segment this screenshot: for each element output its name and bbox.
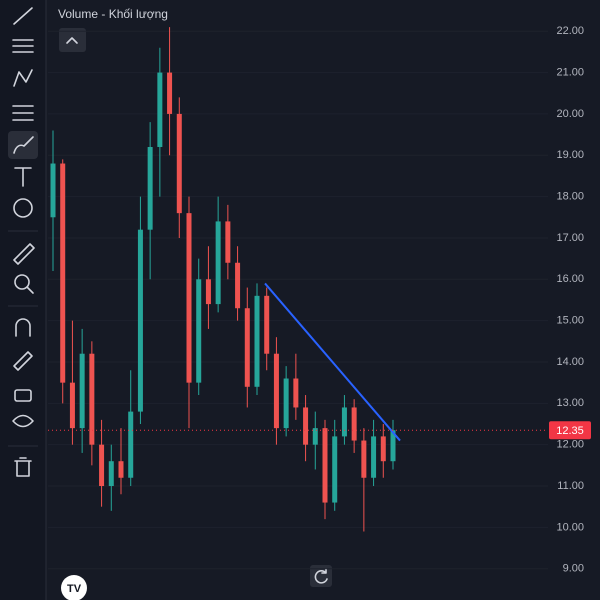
candle-body: [254, 295, 260, 387]
y-tick-label: 16.00: [556, 273, 584, 285]
y-tick-label: 20.00: [556, 108, 584, 120]
candle-body: [312, 428, 318, 445]
candle-body: [322, 428, 328, 503]
last-price-box: [549, 421, 591, 440]
candle-body: [283, 378, 289, 429]
candle-body: [137, 229, 143, 412]
logo[interactable]: [61, 575, 87, 600]
y-tick-label: 14.00: [556, 356, 584, 368]
candle-body: [157, 72, 163, 147]
y-tick-label: 17.00: [556, 232, 584, 244]
candle-body: [118, 461, 124, 478]
candle-body: [351, 407, 357, 441]
candle-body: [50, 163, 56, 218]
candle-body: [361, 440, 367, 478]
last-price-label: 12.35: [556, 425, 584, 437]
candle-body: [293, 378, 299, 408]
delete-tool[interactable]: [14, 457, 32, 477]
y-tick-label: 13.00: [556, 397, 584, 409]
trendline: [264, 282, 401, 442]
hide-tool[interactable]: [12, 414, 34, 428]
zoom-handle: [26, 286, 34, 294]
y-tick-label: 18.00: [556, 191, 584, 203]
candle-body: [215, 221, 221, 305]
trendline-tool[interactable]: [13, 7, 33, 25]
toolbar: [0, 0, 46, 600]
y-tick-label: 21.00: [556, 66, 584, 78]
candle-body: [176, 113, 182, 214]
magnet-tool[interactable]: [15, 318, 31, 337]
candle-body: [390, 430, 396, 462]
reset-icon: [314, 568, 328, 584]
candle-body: [371, 436, 377, 478]
y-tick-label: 9.00: [563, 563, 584, 575]
candle-body: [79, 353, 85, 429]
candle-body: [205, 279, 211, 305]
brush-tool[interactable]: [13, 136, 34, 154]
candle-body: [99, 444, 105, 487]
candle-body: [89, 353, 95, 445]
ruler-tool[interactable]: [13, 243, 35, 265]
candle-body: [273, 353, 279, 429]
lock-tool[interactable]: [14, 389, 32, 402]
text-tool[interactable]: [14, 167, 32, 187]
lock-draw-tool[interactable]: [13, 351, 33, 371]
candle-body: [147, 146, 153, 230]
candle-body: [332, 436, 338, 503]
candle-body: [264, 295, 270, 354]
pattern-tool[interactable]: [13, 69, 33, 87]
y-tick-label: 12.00: [556, 439, 584, 451]
collapse-button[interactable]: [59, 28, 86, 52]
candle-body: [186, 213, 192, 383]
emoji-tool[interactable]: [13, 198, 33, 218]
candle-body: [380, 436, 386, 462]
candle-body: [235, 262, 241, 309]
legend-volume: Volume - Khối lượng: [58, 7, 168, 21]
candle-body: [244, 308, 250, 387]
collapse-icon: [66, 37, 78, 44]
y-tick-label: 19.00: [556, 149, 584, 161]
zoom-tool[interactable]: [14, 274, 30, 290]
prediction-tool[interactable]: [12, 105, 34, 121]
candle-body: [69, 382, 75, 429]
candle-body: [60, 163, 66, 383]
candle-body: [303, 407, 309, 445]
y-tick-label: 22.00: [556, 25, 584, 37]
toolbar-separators: [8, 230, 38, 447]
candle-body: [196, 279, 202, 383]
y-tick-label: 15.00: [556, 315, 584, 327]
candle-body: [225, 221, 231, 263]
y-tick-label: 11.00: [557, 480, 584, 492]
candle-body: [108, 461, 114, 487]
y-tick-label: 10.00: [556, 521, 584, 533]
candle-body: [128, 411, 134, 478]
candle-body: [167, 72, 173, 114]
fib-tool[interactable]: [12, 39, 34, 53]
logo-mark: TV: [67, 583, 82, 595]
toolbar-icons[interactable]: [8, 7, 38, 477]
candle-body: [341, 407, 347, 437]
